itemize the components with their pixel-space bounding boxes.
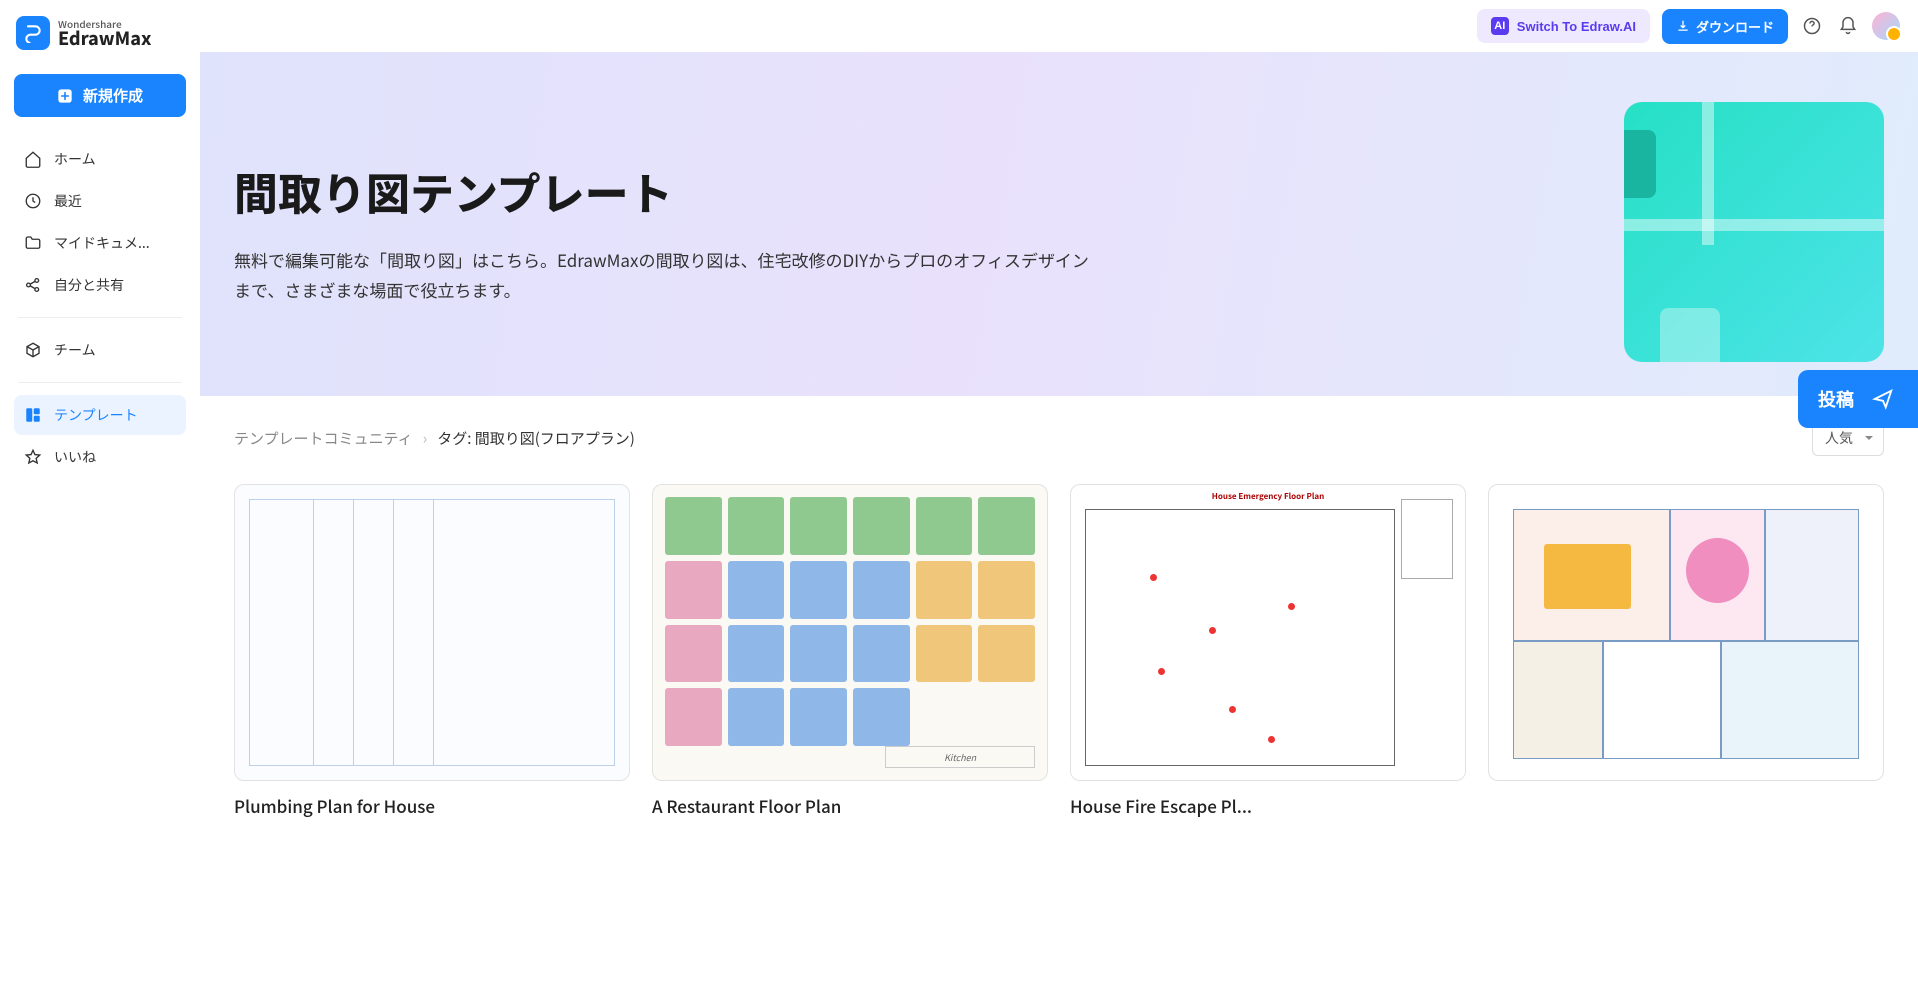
template-thumbnail: Kitchen (652, 484, 1048, 781)
send-icon (1872, 388, 1894, 410)
nav-label: チーム (54, 340, 96, 360)
post-button[interactable]: 投稿 (1798, 370, 1918, 428)
hero: 間取り図テンプレート 無料で編集可能な「間取り図」はこちら。EdrawMaxの間… (200, 52, 1918, 396)
hero-title: 間取り図テンプレート (234, 159, 1094, 223)
template-thumbnail (1488, 484, 1884, 781)
template-title: A Restaurant Floor Plan (652, 793, 1048, 818)
nav-recent[interactable]: 最近 (14, 181, 186, 221)
subbar: テンプレートコミュニティ › タグ: 間取り図(フロアプラン) 人気 (200, 396, 1918, 464)
logo-icon (16, 16, 50, 50)
download-button[interactable]: ダウンロード (1662, 9, 1788, 44)
new-button-label: 新規作成 (83, 85, 143, 106)
breadcrumb-current: タグ: 間取り図(フロアプラン) (437, 428, 635, 449)
download-icon (1676, 19, 1690, 33)
nav-divider (18, 382, 182, 383)
template-card[interactable] (1488, 484, 1884, 818)
topbar: AI Switch To Edraw.AI ダウンロード (200, 0, 1918, 52)
hero-illustration (1624, 102, 1884, 362)
clock-icon (24, 192, 42, 210)
hero-description: 無料で編集可能な「間取り図」はこちら。EdrawMaxの間取り図は、住宅改修のD… (234, 245, 1094, 305)
logo[interactable]: Wondershare EdrawMax (14, 14, 186, 52)
template-title: House Fire Escape Pl... (1070, 793, 1466, 818)
ai-icon: AI (1491, 17, 1509, 35)
new-button[interactable]: 新規作成 (14, 74, 186, 117)
template-thumbnail (234, 484, 630, 781)
template-grid: Plumbing Plan for House Kitchen A Restau… (200, 464, 1918, 838)
kitchen-label: Kitchen (885, 746, 1035, 768)
product-name: EdrawMax (58, 29, 151, 47)
star-icon (24, 448, 42, 466)
nav-home[interactable]: ホーム (14, 139, 186, 179)
bell-icon (1838, 16, 1858, 36)
sort-label: 人気 (1825, 428, 1853, 448)
post-label: 投稿 (1818, 386, 1854, 412)
template-icon (24, 406, 42, 424)
notifications-button[interactable] (1836, 14, 1860, 38)
nav-primary: ホーム 最近 マイドキュメ... 自分と共有 チーム (14, 139, 186, 477)
nav-label: いいね (54, 447, 96, 467)
home-icon (24, 150, 42, 168)
sidebar: Wondershare EdrawMax 新規作成 ホーム 最近 マイドキュメ.… (0, 0, 200, 983)
nav-label: 最近 (54, 191, 82, 211)
help-icon (1802, 16, 1822, 36)
template-card[interactable]: Kitchen A Restaurant Floor Plan (652, 484, 1048, 818)
nav-shared[interactable]: 自分と共有 (14, 265, 186, 305)
main: AI Switch To Edraw.AI ダウンロード 間取り図テンプレート … (200, 0, 1918, 983)
switch-ai-button[interactable]: AI Switch To Edraw.AI (1477, 9, 1650, 43)
nav-templates[interactable]: テンプレート (14, 395, 186, 435)
switch-ai-label: Switch To Edraw.AI (1517, 19, 1636, 34)
template-card[interactable]: Plumbing Plan for House (234, 484, 630, 818)
nav-divider (18, 317, 182, 318)
nav-label: テンプレート (54, 405, 138, 425)
template-card[interactable]: House Emergency Floor Plan House Fire Es… (1070, 484, 1466, 818)
nav-mydocs[interactable]: マイドキュメ... (14, 223, 186, 263)
breadcrumb: テンプレートコミュニティ › タグ: 間取り図(フロアプラン) (234, 428, 635, 449)
plus-icon (57, 88, 73, 104)
nav-team[interactable]: チーム (14, 330, 186, 370)
download-label: ダウンロード (1696, 17, 1774, 36)
share-icon (24, 276, 42, 294)
nav-label: マイドキュメ... (54, 233, 150, 253)
avatar[interactable] (1872, 12, 1900, 40)
template-thumbnail: House Emergency Floor Plan (1070, 484, 1466, 781)
nav-likes[interactable]: いいね (14, 437, 186, 477)
cube-icon (24, 341, 42, 359)
nav-label: ホーム (54, 149, 96, 169)
template-title: Plumbing Plan for House (234, 793, 630, 818)
folder-icon (24, 234, 42, 252)
help-button[interactable] (1800, 14, 1824, 38)
breadcrumb-separator: › (423, 428, 428, 449)
nav-label: 自分と共有 (54, 275, 124, 295)
breadcrumb-root[interactable]: テンプレートコミュニティ (234, 428, 413, 449)
